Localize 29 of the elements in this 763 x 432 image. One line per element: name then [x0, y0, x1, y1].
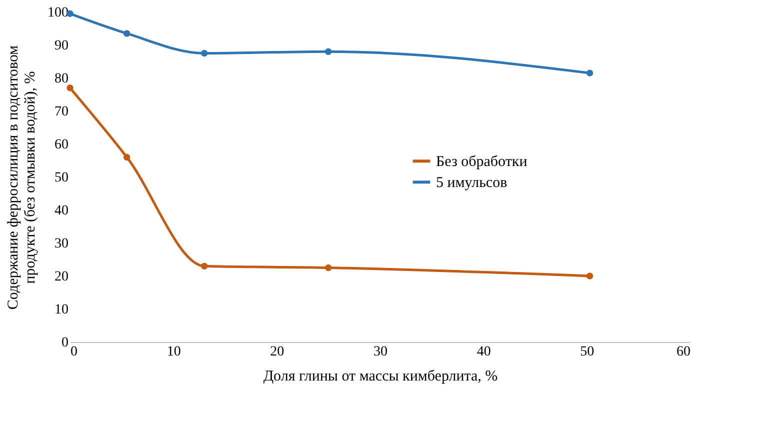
point — [200, 262, 208, 270]
x-tick-label: 10 — [166, 344, 181, 360]
x-axis-title: Доля глины от массы кимберлита, % — [263, 368, 498, 384]
y-tick-label: 100 — [48, 6, 68, 20]
y-tick-label: 30 — [54, 236, 68, 252]
y-axis-title: Содержание ферросилиция в подситовом продукте (без отмывки водой), % — [6, 44, 38, 310]
y-tick-label: 70 — [54, 104, 68, 120]
y-tick-label: 50 — [54, 170, 68, 186]
legend-label: 5 имульсов — [436, 175, 508, 192]
point — [324, 48, 332, 55]
y-tick-label: 40 — [54, 204, 68, 218]
point — [200, 50, 208, 57]
legend-label: Без обработки — [436, 154, 528, 170]
x-tick-label: 30 — [374, 344, 388, 360]
point — [586, 70, 594, 76]
y-tick-label: 20 — [54, 270, 68, 284]
x-tick-label: 50 — [580, 344, 594, 360]
point — [324, 264, 332, 272]
y-tick-label: 10 — [54, 302, 68, 318]
point — [586, 272, 594, 280]
x-tick-label: 40 — [476, 344, 491, 360]
point — [123, 30, 130, 37]
point — [123, 154, 130, 161]
y-tick-label: 60 — [54, 138, 68, 152]
point — [66, 84, 74, 92]
y-tick-label: 80 — [54, 72, 68, 86]
x-tick-label: 20 — [270, 344, 284, 360]
y-tick-label: 90 — [54, 38, 68, 54]
x-tick-label: 60 — [676, 344, 690, 360]
